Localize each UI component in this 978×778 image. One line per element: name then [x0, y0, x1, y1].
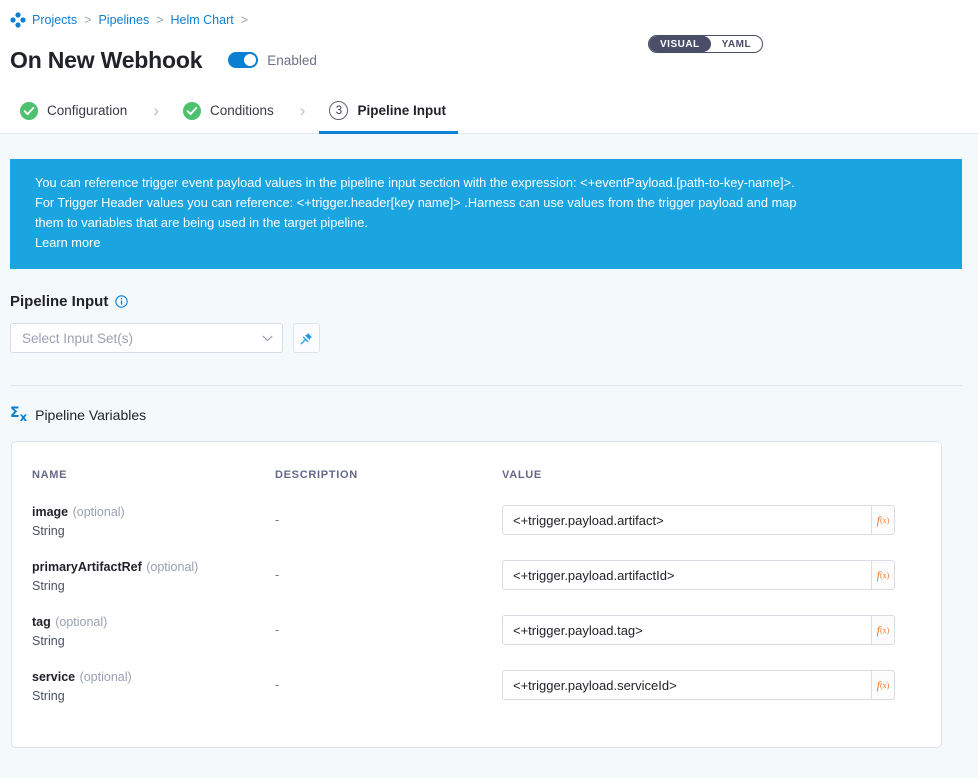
variable-value-input[interactable] — [502, 505, 871, 536]
tab-conditions[interactable]: Conditions — [173, 88, 286, 133]
variable-value-field-group: f(x) — [502, 505, 895, 536]
variable-value-field-group: f(x) — [502, 615, 895, 646]
variable-value-input[interactable] — [502, 670, 871, 701]
check-circle-icon — [20, 101, 38, 120]
column-header-description: DESCRIPTION — [275, 468, 358, 481]
variable-value-cell: f(x) — [502, 558, 921, 613]
input-set-row: Select Input Set(s) — [10, 323, 968, 354]
breadcrumb-link-projects[interactable]: Projects — [32, 13, 78, 27]
pin-icon — [300, 332, 312, 345]
tab-separator-icon: › — [299, 100, 306, 120]
expression-fx-button[interactable]: f (x) — [871, 670, 895, 701]
input-set-placeholder: Select Input Set(s) — [22, 330, 134, 346]
banner-line-1: You can reference trigger event payload … — [35, 175, 795, 190]
enabled-toggle-label: Enabled — [267, 52, 317, 68]
title-row: On New Webhook Enabled — [0, 43, 978, 77]
table-row: image (optional) String - f(x) — [32, 503, 921, 558]
variable-description: - — [275, 568, 280, 583]
pipeline-input-header: Pipeline Input — [10, 293, 968, 310]
input-set-select[interactable]: Select Input Set(s) — [10, 323, 283, 354]
page-title: On New Webhook — [10, 46, 203, 73]
pipeline-input-section: Pipeline Input Select Input Set(s) — [0, 293, 978, 354]
variable-optional-tag: (optional) — [55, 614, 108, 629]
table-row: service (optional) String - f(x) — [32, 668, 921, 703]
pipeline-variables-card: NAME DESCRIPTION VALUE image (optional) … — [11, 440, 942, 748]
expression-fx-button[interactable]: f (x) — [871, 505, 895, 536]
section-divider — [10, 385, 962, 387]
variable-name: image — [32, 504, 69, 519]
variables-table: NAME DESCRIPTION VALUE image (optional) … — [32, 469, 921, 703]
pipeline-variables-title: Pipeline Variables — [35, 407, 147, 424]
banner-line-3: them to variables that are being used in… — [35, 214, 368, 230]
variable-value-input[interactable] — [502, 615, 871, 646]
tab-label-pipeline-input: Pipeline Input — [357, 103, 446, 118]
pin-input-set-button[interactable] — [293, 323, 320, 354]
variable-value-field-group: f(x) — [502, 560, 895, 591]
view-mode-toggle[interactable]: VISUAL YAML — [648, 35, 764, 53]
page-header: Projects > Pipelines > Helm Chart > On N… — [0, 0, 978, 88]
breadcrumb-separator: > — [156, 13, 164, 27]
step-tabs: Configuration › Conditions › 3 Pipeline … — [0, 88, 978, 134]
variable-type: String — [32, 688, 65, 703]
variable-optional-tag: (optional) — [146, 559, 199, 574]
table-row: primaryArtifactRef (optional) String - f… — [32, 558, 921, 613]
breadcrumb-link-pipelines[interactable]: Pipelines — [98, 13, 150, 27]
variable-type: String — [32, 578, 65, 593]
pipeline-input-title: Pipeline Input — [10, 293, 109, 311]
banner-line-2: For Trigger Header values you can refere… — [35, 194, 797, 210]
expression-fx-button[interactable]: f (x) — [871, 615, 895, 646]
column-header-value: VALUE — [502, 468, 542, 481]
enabled-toggle[interactable] — [228, 52, 259, 68]
chevron-down-icon — [262, 335, 273, 341]
tab-configuration[interactable]: Configuration — [10, 88, 139, 133]
info-banner: You can reference trigger event payload … — [10, 159, 962, 270]
variable-type: String — [32, 523, 65, 538]
variable-value-input[interactable] — [502, 560, 871, 591]
variable-value-field-group: f(x) — [502, 670, 895, 701]
learn-more-link[interactable]: Learn more — [35, 235, 101, 251]
breadcrumb-separator: > — [240, 13, 249, 27]
breadcrumb-link-helm-chart[interactable]: Helm Chart — [170, 13, 234, 27]
variable-value-cell: f(x) — [502, 613, 921, 668]
info-icon[interactable] — [115, 295, 129, 309]
variable-optional-tag: (optional) — [72, 504, 125, 519]
variable-name-cell: tag (optional) String — [32, 613, 275, 668]
expression-fx-button[interactable]: f (x) — [871, 560, 895, 591]
variable-name: service — [32, 669, 76, 684]
tab-pipeline-input[interactable]: 3 Pipeline Input — [319, 88, 458, 134]
step-number-badge: 3 — [329, 101, 349, 120]
harness-logo-icon — [10, 12, 26, 28]
variable-description: - — [275, 513, 280, 528]
mode-option-yaml[interactable]: YAML — [721, 38, 752, 50]
variable-type: String — [32, 633, 65, 648]
variable-name-cell: image (optional) String — [32, 503, 275, 558]
tab-label-conditions: Conditions — [209, 103, 274, 118]
variable-name: tag — [32, 614, 51, 629]
variable-name-cell: service (optional) String — [32, 668, 275, 703]
table-row: tag (optional) String - f(x) — [32, 613, 921, 668]
sigma-x-icon: Σx — [10, 405, 28, 425]
pipeline-variables-header: Σx Pipeline Variables — [10, 406, 978, 423]
variable-description: - — [275, 623, 280, 638]
breadcrumb: Projects > Pipelines > Helm Chart > — [0, 10, 978, 30]
variable-value-cell: f(x) — [502, 668, 921, 703]
check-circle-icon — [182, 101, 201, 120]
variable-name: primaryArtifactRef — [32, 559, 142, 574]
tab-label-configuration: Configuration — [47, 103, 128, 118]
enabled-toggle-group: Enabled — [228, 52, 317, 68]
variable-optional-tag: (optional) — [79, 669, 132, 684]
column-header-name: NAME — [32, 468, 68, 481]
table-header-row: NAME DESCRIPTION VALUE — [32, 469, 921, 503]
variable-name-cell: primaryArtifactRef (optional) String — [32, 558, 275, 613]
breadcrumb-separator: > — [84, 13, 92, 27]
mode-option-visual[interactable]: VISUAL — [649, 36, 711, 52]
variable-value-cell: f(x) — [502, 503, 921, 558]
tab-separator-icon: › — [153, 100, 159, 120]
variable-description: - — [275, 678, 280, 693]
